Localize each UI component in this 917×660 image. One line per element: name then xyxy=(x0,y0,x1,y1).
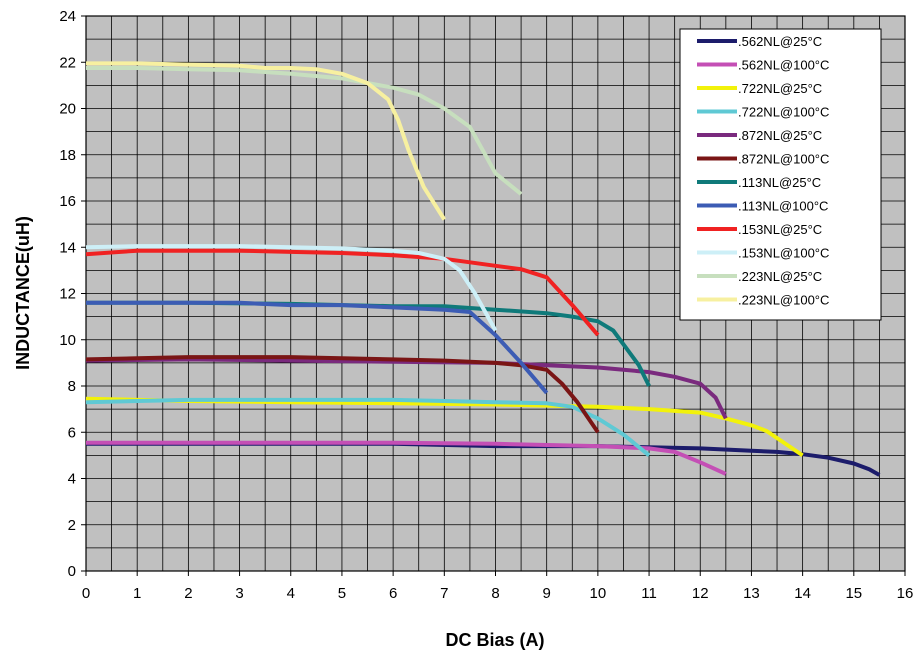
y-tick-label: 4 xyxy=(68,471,76,488)
y-tick-label: 12 xyxy=(59,286,76,303)
y-tick-label: 16 xyxy=(59,193,76,210)
x-tick-label: 4 xyxy=(287,585,295,602)
series-line xyxy=(86,61,446,221)
legend-label: .153NL@100°C xyxy=(738,246,829,261)
x-tick-label: 9 xyxy=(543,585,551,602)
series-line xyxy=(85,397,651,457)
x-tick-label: 7 xyxy=(440,585,448,602)
x-tick-label: 10 xyxy=(590,585,607,602)
x-axis-title: DC Bias (A) xyxy=(445,630,544,650)
legend-label: .153NL@25°C xyxy=(738,222,822,237)
legend-label: .113NL@25°C xyxy=(738,175,821,190)
x-tick-label: 5 xyxy=(338,585,346,602)
y-tick-label: 8 xyxy=(68,378,76,395)
x-tick-label: 13 xyxy=(743,585,760,602)
y-tick-label: 22 xyxy=(59,54,76,71)
x-tick-label: 2 xyxy=(184,585,192,602)
y-tick-label: 14 xyxy=(59,239,76,256)
x-tick-label: 15 xyxy=(845,585,862,602)
legend-label: .722NL@100°C xyxy=(738,105,829,120)
y-tick-label: 2 xyxy=(68,517,76,534)
x-axis-ticks: 0 1 2 3 4 5 6 7 8 9 10 11 12 13 14 15 16 xyxy=(82,571,914,602)
series-line xyxy=(85,248,600,337)
series-line xyxy=(86,300,549,395)
series-line xyxy=(85,355,600,434)
y-tick-label: 6 xyxy=(68,424,76,441)
x-tick-label: 1 xyxy=(133,585,141,602)
y-tick-label: 18 xyxy=(59,147,76,164)
legend: .562NL@25°C .562NL@100°C .722NL@25°C .722NL… xyxy=(679,28,882,321)
legend-label: .722NL@25°C xyxy=(738,81,822,96)
x-tick-label: 12 xyxy=(692,585,709,602)
series-line xyxy=(85,357,728,420)
legend-label: .223NL@25°C xyxy=(738,269,822,284)
y-tick-label: 10 xyxy=(59,332,76,349)
legend-label: .872NL@100°C xyxy=(738,152,829,167)
x-tick-label: 16 xyxy=(897,585,914,602)
y-tick-label: 20 xyxy=(59,101,76,118)
x-tick-label: 3 xyxy=(235,585,243,602)
y-tick-label: 0 xyxy=(68,563,76,580)
x-tick-label: 14 xyxy=(794,585,811,602)
legend-label: .872NL@25°C xyxy=(738,128,822,143)
legend-label: .223NL@100°C xyxy=(738,293,829,308)
x-tick-label: 8 xyxy=(491,585,499,602)
legend-label: .562NL@25°C xyxy=(738,34,822,49)
y-tick-label: 24 xyxy=(59,8,76,25)
x-tick-label: 0 xyxy=(82,585,90,602)
x-tick-label: 11 xyxy=(641,585,657,602)
legend-items: .562NL@25°C .562NL@100°C .722NL@25°C .722NL… xyxy=(697,34,829,308)
legend-label: .562NL@100°C xyxy=(738,58,829,73)
y-axis-title: INDUCTANCE(uH) xyxy=(13,216,33,370)
series-line xyxy=(85,396,804,458)
legend-box xyxy=(679,28,882,321)
series-line xyxy=(85,244,498,332)
x-tick-label: 6 xyxy=(389,585,397,602)
series-line xyxy=(86,440,727,476)
series-lines xyxy=(85,61,881,477)
legend-label: .113NL@100°C xyxy=(738,199,828,214)
